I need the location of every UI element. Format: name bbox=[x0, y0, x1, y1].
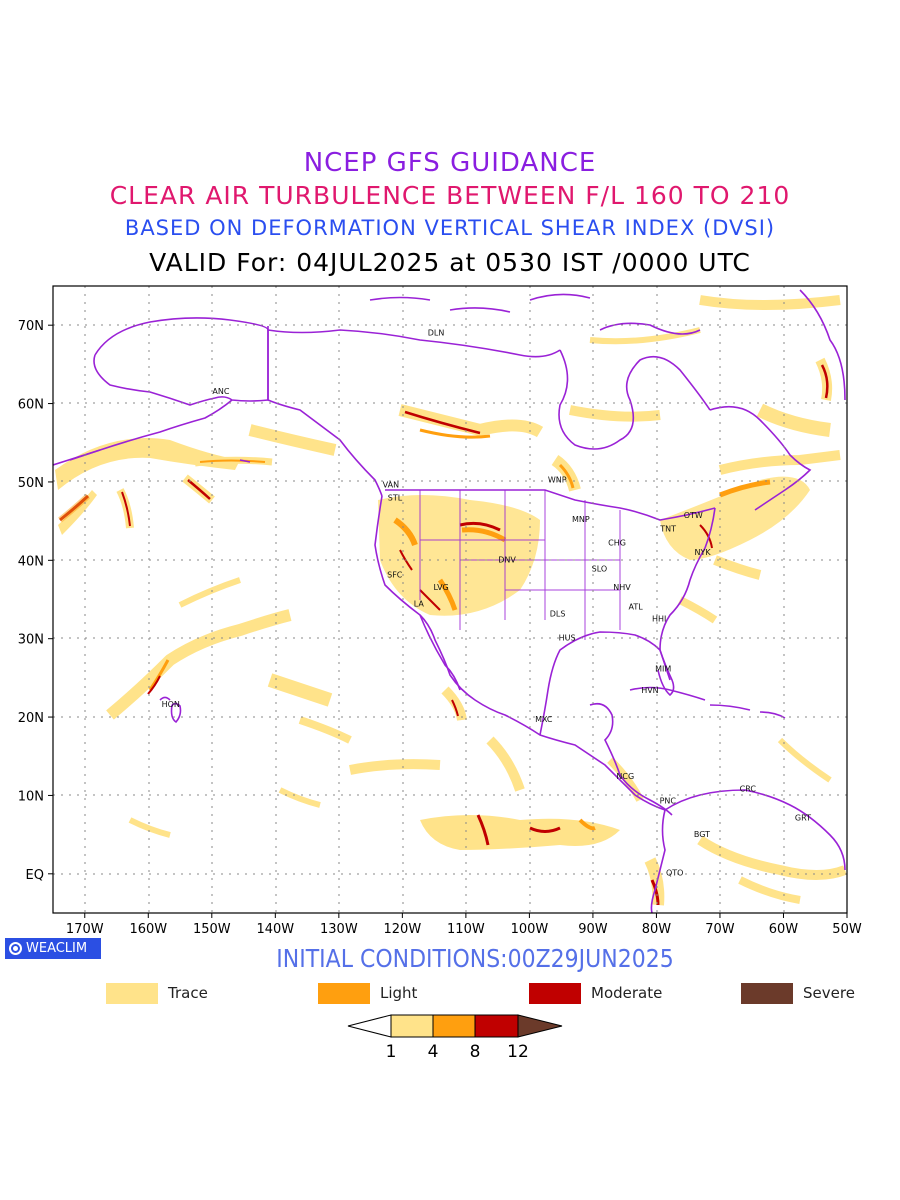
lat-label: 40N bbox=[18, 554, 44, 569]
legend-label-moderate: Moderate bbox=[591, 984, 663, 1002]
colorbar-trace bbox=[390, 1014, 434, 1038]
lon-label: 50W bbox=[832, 922, 862, 937]
station-label: WNP bbox=[548, 476, 567, 485]
legend-label-severe: Severe bbox=[803, 984, 855, 1002]
colorbar-light bbox=[432, 1014, 476, 1038]
longitude-labels: 170W 160W 150W 140W 130W 120W 110W 100W 90W 80W 70… bbox=[66, 922, 862, 937]
lon-label: 110W bbox=[447, 922, 485, 937]
station-label: QTO bbox=[666, 868, 683, 877]
coastlines bbox=[53, 289, 846, 913]
station-label: NCG bbox=[616, 772, 634, 781]
lat-label: 10N bbox=[18, 789, 44, 804]
plot-frame bbox=[52, 285, 848, 914]
station-label: HVN bbox=[641, 686, 658, 695]
legend-swatch-trace bbox=[106, 982, 158, 1004]
plot-area: ANC DLN VAN STL WNP MNP OTW TNT CHG NYK DNV SLO SFC L… bbox=[53, 286, 847, 913]
lon-label: 120W bbox=[384, 922, 422, 937]
lat-label: 70N bbox=[18, 319, 44, 334]
title-line-2: CLEAR AIR TURBULENCE BETWEEN F/L 160 TO … bbox=[109, 181, 791, 210]
station-label: STL bbox=[388, 494, 403, 503]
station-label: LA bbox=[414, 600, 425, 609]
station-label: ATL bbox=[628, 603, 643, 612]
colorbar-moderate bbox=[474, 1014, 519, 1038]
legend-label-light: Light bbox=[380, 984, 418, 1002]
station-label: LVG bbox=[433, 583, 448, 592]
station-label: HHI bbox=[652, 614, 666, 623]
legend-swatch-severe bbox=[741, 982, 793, 1004]
station-label: MNP bbox=[572, 515, 590, 524]
station-labels: ANC DLN VAN STL WNP MNP OTW TNT CHG NYK DNV SLO SFC L… bbox=[162, 328, 811, 877]
station-label: SLO bbox=[592, 564, 608, 573]
station-label: ANC bbox=[212, 387, 229, 396]
station-label: VAN bbox=[383, 480, 399, 489]
logo-text: WEACLIM bbox=[26, 941, 88, 956]
lon-label: 70W bbox=[705, 922, 735, 937]
station-label: DNV bbox=[498, 556, 516, 565]
legend-label-trace: Trace bbox=[168, 984, 208, 1002]
lat-label: 50N bbox=[18, 476, 44, 491]
station-label: GRT bbox=[795, 814, 811, 823]
station-label: HUS bbox=[559, 633, 576, 642]
legend-item-moderate: Moderate bbox=[529, 982, 662, 1004]
station-label: MXC bbox=[535, 715, 553, 724]
station-label: CRC bbox=[740, 785, 757, 794]
station-label: HON bbox=[162, 700, 180, 709]
lat-label: EQ bbox=[26, 868, 44, 883]
colorbar-tick: 4 bbox=[428, 1042, 439, 1062]
legend-item-severe: Severe bbox=[741, 982, 855, 1004]
lon-label: 160W bbox=[129, 922, 167, 937]
legend-swatch-moderate bbox=[529, 982, 581, 1004]
initial-conditions: INITIAL CONDITIONS:00Z29JUN2025 bbox=[276, 944, 674, 973]
valid-time: VALID For: 04JUL2025 at 0530 IST /0000 U… bbox=[149, 248, 751, 277]
colorbar-tick: 12 bbox=[507, 1042, 529, 1062]
title-line-3: BASED ON DEFORMATION VERTICAL SHEAR INDE… bbox=[124, 216, 776, 240]
station-label: NHV bbox=[613, 583, 631, 592]
colorbar-tick: 1 bbox=[386, 1042, 397, 1062]
graticule bbox=[53, 286, 847, 913]
logo-circle-icon bbox=[9, 942, 22, 955]
lon-label: 130W bbox=[320, 922, 358, 937]
lat-label: 30N bbox=[18, 633, 44, 648]
title-line-1: NCEP GFS GUIDANCE bbox=[303, 148, 597, 178]
station-label: TNT bbox=[659, 524, 676, 533]
legend-swatch-light bbox=[318, 982, 370, 1004]
latitude-labels: 70N 60N 50N 40N 30N 20N 10N EQ bbox=[18, 319, 44, 883]
station-label: CHG bbox=[608, 538, 626, 547]
station-label: NYK bbox=[695, 548, 712, 557]
station-label: SFC bbox=[387, 571, 403, 580]
station-label: DLS bbox=[550, 610, 566, 619]
station-label: MIM bbox=[655, 665, 671, 674]
axis-ticks bbox=[48, 324, 848, 918]
legend-item-trace: Trace bbox=[106, 982, 208, 1004]
station-label: PNC bbox=[660, 796, 677, 805]
colorbar-tick: 8 bbox=[470, 1042, 481, 1062]
lat-label: 20N bbox=[18, 711, 44, 726]
lon-label: 140W bbox=[256, 922, 294, 937]
lon-label: 90W bbox=[578, 922, 608, 937]
lon-label: 170W bbox=[66, 922, 104, 937]
lon-label: 60W bbox=[769, 922, 799, 937]
lon-label: 150W bbox=[193, 922, 231, 937]
lon-label: 100W bbox=[511, 922, 549, 937]
colorbar-lower-arrow bbox=[347, 1014, 392, 1038]
turbulence-fields bbox=[55, 295, 847, 906]
station-label: OTW bbox=[684, 511, 703, 520]
lon-label: 80W bbox=[642, 922, 672, 937]
station-label: DLN bbox=[428, 328, 445, 337]
weaclim-logo: WEACLIM bbox=[5, 938, 101, 959]
legend-item-light: Light bbox=[318, 982, 417, 1004]
colorbar: 1 4 8 12 bbox=[347, 1014, 563, 1062]
lat-label: 60N bbox=[18, 398, 44, 413]
station-label: BGT bbox=[694, 830, 710, 839]
colorbar-severe-arrow bbox=[517, 1014, 563, 1038]
